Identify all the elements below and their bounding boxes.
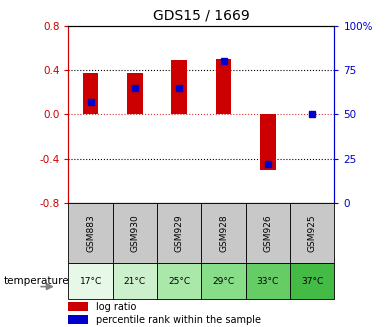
Bar	[157, 203, 201, 263]
Bar	[68, 315, 88, 324]
Bar	[201, 203, 246, 263]
Text: percentile rank within the sample: percentile rank within the sample	[95, 315, 260, 325]
Text: GSM929: GSM929	[175, 214, 184, 252]
Bar	[157, 263, 201, 299]
Text: 25°C: 25°C	[168, 277, 190, 286]
Title: GDS15 / 1669: GDS15 / 1669	[153, 8, 250, 22]
Bar	[83, 73, 99, 114]
Bar	[68, 203, 113, 263]
Text: 33°C: 33°C	[257, 277, 279, 286]
Text: GSM928: GSM928	[219, 214, 228, 252]
Text: GSM926: GSM926	[263, 214, 273, 252]
Bar	[172, 60, 187, 114]
Bar	[246, 203, 290, 263]
Text: 21°C: 21°C	[124, 277, 146, 286]
Bar	[201, 263, 246, 299]
Bar	[290, 203, 334, 263]
Bar	[127, 73, 143, 114]
Bar	[290, 263, 334, 299]
Text: 29°C: 29°C	[212, 277, 235, 286]
Bar	[216, 59, 231, 114]
Bar	[68, 302, 88, 311]
Text: GSM925: GSM925	[308, 214, 317, 252]
Text: 37°C: 37°C	[301, 277, 323, 286]
Text: GSM930: GSM930	[130, 214, 140, 252]
Text: 17°C: 17°C	[79, 277, 102, 286]
Text: log ratio: log ratio	[95, 301, 136, 312]
Text: GSM883: GSM883	[86, 214, 95, 252]
Bar	[68, 263, 113, 299]
Bar	[113, 203, 157, 263]
Bar	[113, 263, 157, 299]
Text: temperature: temperature	[4, 276, 70, 286]
Bar	[260, 114, 276, 170]
Bar	[246, 263, 290, 299]
